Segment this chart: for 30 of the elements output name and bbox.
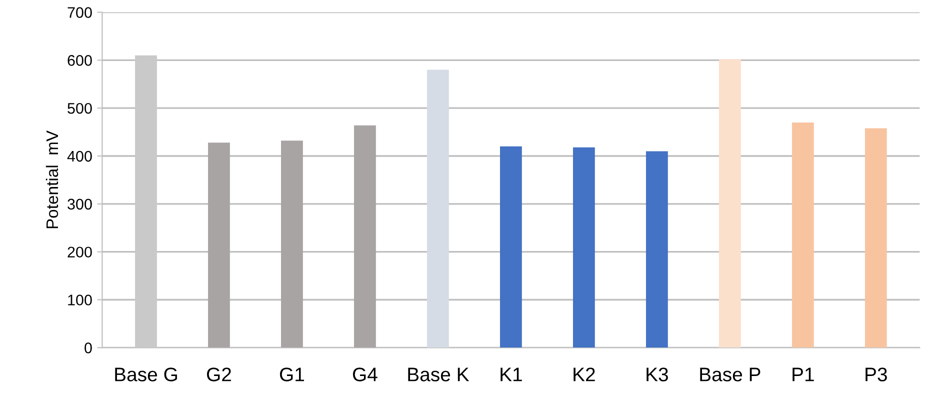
y-axis-title: Potential mV [46,130,58,228]
bar [427,70,449,348]
y-tick-label: 600 [68,55,92,66]
x-tick-label: Base K [408,368,470,382]
bar [572,147,595,348]
bar [500,146,522,348]
bar [718,59,741,348]
y-tick-label: 400 [67,150,92,162]
x-tick-label: G4 [352,368,378,382]
y-tick-label: 200 [68,246,92,258]
x-tick-label: K3 [646,368,668,382]
bar [208,142,230,348]
x-tick-label: P3 [866,368,887,382]
bar [281,140,303,348]
x-tick-label: G1 [280,368,304,382]
y-tick-label: 100 [68,294,92,306]
x-tick-label: K2 [574,368,595,382]
bar [646,151,668,348]
x-tick-label: Base P [700,368,760,382]
bar [354,125,376,348]
y-tick-label: 300 [68,198,92,210]
x-tick-label: K1 [500,368,522,382]
bar [792,122,814,348]
x-tick-label: G2 [206,368,231,382]
x-tick-label: P1 [792,368,814,382]
x-tick-label: Base G [115,368,177,382]
bar [864,128,887,348]
y-tick-label: 500 [68,102,92,114]
y-tick-label: 700 [68,7,92,18]
y-tick-label: 0 [84,342,92,354]
